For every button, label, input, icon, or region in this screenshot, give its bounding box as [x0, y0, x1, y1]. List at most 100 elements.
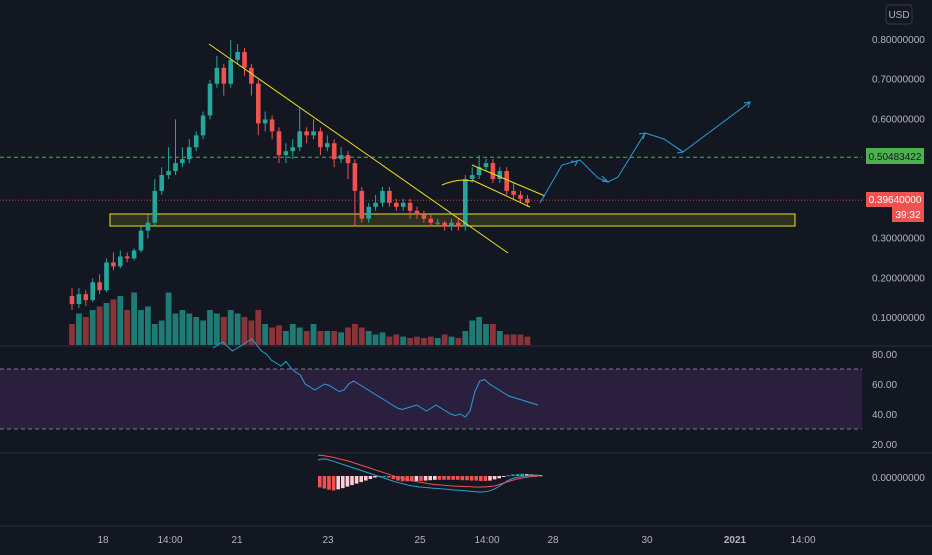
- candle-body[interactable]: [297, 131, 302, 148]
- candle-body[interactable]: [318, 131, 323, 148]
- volume-bar: [241, 317, 248, 345]
- candle-body[interactable]: [111, 262, 116, 267]
- macd-histogram-bar: [318, 476, 322, 488]
- volume-bar: [393, 334, 400, 345]
- projection-arrowhead: [743, 101, 751, 109]
- candle-body[interactable]: [262, 119, 268, 124]
- candle-body[interactable]: [373, 202, 378, 207]
- candle-body[interactable]: [407, 202, 413, 211]
- candle-body[interactable]: [256, 83, 261, 124]
- candle-body[interactable]: [104, 262, 109, 291]
- currency-badge[interactable]: USD: [885, 4, 913, 25]
- candle-body[interactable]: [249, 67, 254, 84]
- macd-histogram-bar: [483, 476, 488, 481]
- candle-body[interactable]: [166, 171, 171, 176]
- rsi-tick-label: 20.00: [872, 440, 897, 451]
- candle-body[interactable]: [152, 190, 158, 223]
- candle-body[interactable]: [366, 206, 371, 219]
- volume-bar: [138, 310, 144, 345]
- candle-body[interactable]: [359, 190, 365, 219]
- candle-body[interactable]: [304, 131, 309, 136]
- volume-bar: [352, 324, 358, 345]
- candle-body[interactable]: [414, 210, 420, 215]
- candle-body[interactable]: [497, 171, 503, 179]
- candle-body[interactable]: [283, 151, 289, 156]
- candle-body[interactable]: [138, 230, 144, 251]
- candle-body[interactable]: [387, 190, 392, 203]
- candle-body[interactable]: [221, 67, 227, 84]
- candle-body[interactable]: [504, 171, 509, 191]
- volume-bar: [358, 327, 365, 345]
- candle-body[interactable]: [200, 115, 206, 136]
- candle-body[interactable]: [311, 131, 316, 136]
- candlestick-series[interactable]: [69, 40, 530, 311]
- candle-body[interactable]: [394, 202, 399, 207]
- candle-body[interactable]: [180, 159, 185, 164]
- candle-body[interactable]: [207, 83, 213, 116]
- candle-body[interactable]: [483, 163, 489, 168]
- time-axis[interactable]: 18 14:00 21 23 25 14:00 28 30 2021 14:00: [97, 535, 816, 546]
- candle-body[interactable]: [124, 256, 130, 259]
- flag-upper-trendline[interactable]: [471, 164, 546, 197]
- candle-body[interactable]: [380, 190, 385, 203]
- candle-body[interactable]: [193, 135, 199, 148]
- candle-body[interactable]: [469, 175, 475, 179]
- macd-histogram-bar: [515, 474, 520, 476]
- flag-lower-trendline[interactable]: [471, 179, 531, 208]
- candle-body[interactable]: [97, 282, 102, 291]
- candle-body[interactable]: [145, 222, 151, 231]
- candle-body[interactable]: [345, 155, 351, 164]
- candle-body[interactable]: [476, 167, 482, 176]
- candle-body[interactable]: [235, 51, 240, 60]
- candle-body[interactable]: [173, 163, 178, 172]
- macd-histogram-bar: [506, 475, 511, 477]
- candle-body[interactable]: [83, 294, 89, 301]
- candle-body[interactable]: [159, 175, 164, 191]
- price-axis[interactable]: 0.80000000 0.70000000 0.60000000 0.30000000…: [872, 35, 925, 324]
- time-tick-label: 25: [414, 535, 426, 546]
- candle-body[interactable]: [518, 194, 523, 199]
- candle-body[interactable]: [449, 222, 454, 227]
- volume-bar: [220, 317, 227, 345]
- candle-body[interactable]: [525, 198, 530, 203]
- candle-body[interactable]: [90, 282, 95, 301]
- flag-curve[interactable]: [441, 179, 473, 186]
- projection-path[interactable]: [539, 101, 751, 204]
- candle-body[interactable]: [242, 51, 247, 68]
- candle-body[interactable]: [338, 155, 344, 160]
- candle-body[interactable]: [276, 131, 282, 156]
- candle-body[interactable]: [400, 202, 406, 207]
- macd-histogram-bar: [437, 476, 442, 480]
- candle-body[interactable]: [76, 294, 82, 305]
- candle-body[interactable]: [421, 214, 427, 219]
- candle-body[interactable]: [131, 250, 137, 259]
- candle-body[interactable]: [456, 222, 461, 227]
- descending-trendline[interactable]: [208, 43, 509, 254]
- candle-body[interactable]: [69, 296, 75, 305]
- candle-body[interactable]: [490, 163, 496, 179]
- candle-body[interactable]: [325, 143, 330, 148]
- candle-body[interactable]: [187, 147, 192, 160]
- volume-bar: [207, 310, 213, 345]
- volume-bar: [145, 306, 151, 345]
- candle-body[interactable]: [269, 119, 275, 132]
- macd-histogram-bar: [391, 476, 396, 480]
- candle-body[interactable]: [290, 147, 296, 152]
- candle-body[interactable]: [463, 179, 468, 227]
- volume-bar: [89, 310, 96, 345]
- candle-body[interactable]: [118, 256, 123, 267]
- candle-body[interactable]: [442, 222, 447, 227]
- candle-body[interactable]: [331, 143, 337, 160]
- drawing-tools[interactable]: [208, 43, 751, 254]
- candle-body[interactable]: [435, 222, 440, 224]
- rsi-tick-label: 40.00: [872, 410, 897, 421]
- candle-body[interactable]: [228, 59, 233, 84]
- candle-body[interactable]: [352, 163, 358, 191]
- candle-body[interactable]: [214, 67, 220, 84]
- candle-body[interactable]: [428, 218, 434, 223]
- macd-histogram-bar: [428, 476, 432, 481]
- candle-body[interactable]: [511, 190, 516, 195]
- macd-histogram-bar: [433, 476, 437, 480]
